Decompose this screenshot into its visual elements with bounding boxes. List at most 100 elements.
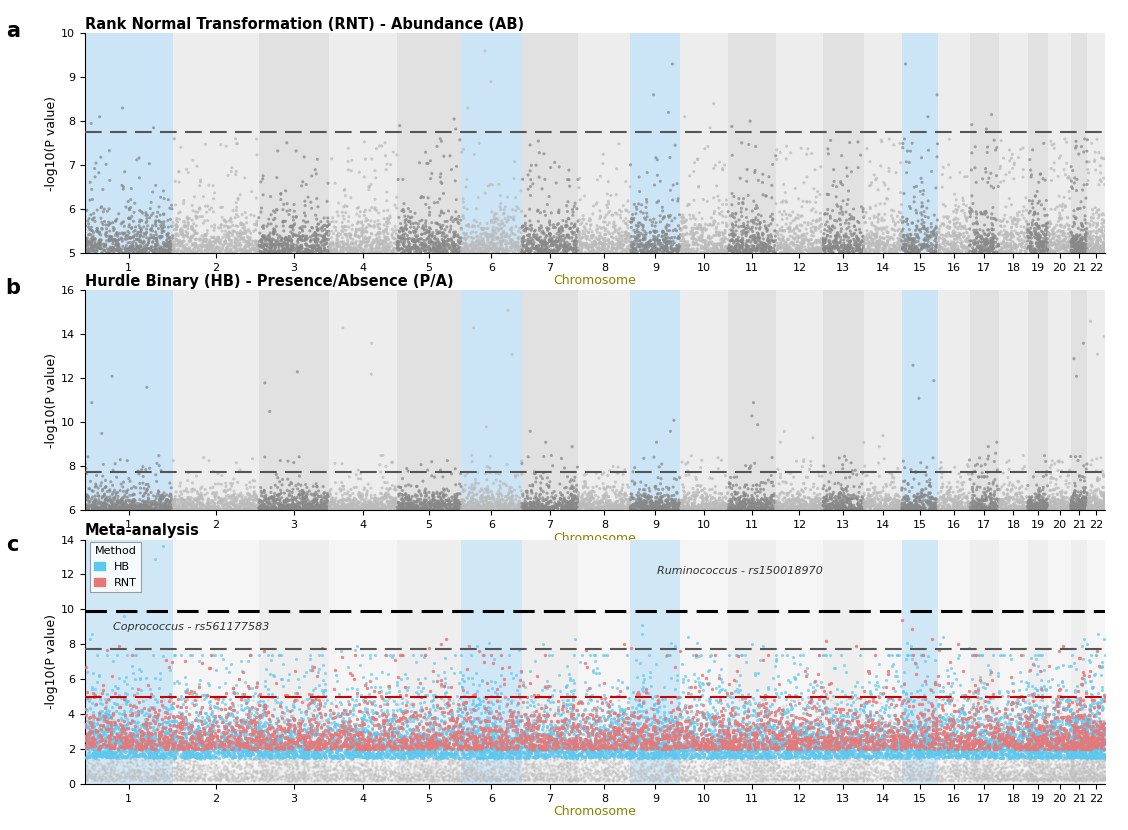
Point: [478, 498, 496, 511]
Point: [638, 710, 656, 724]
Point: [487, 735, 505, 749]
Point: [570, 708, 588, 721]
Point: [281, 750, 299, 764]
Point: [508, 200, 526, 213]
Point: [536, 739, 554, 752]
Point: [531, 481, 549, 495]
Point: [346, 498, 364, 511]
Point: [274, 242, 292, 255]
Point: [245, 740, 263, 753]
Point: [502, 694, 520, 707]
Point: [1038, 733, 1056, 746]
Point: [183, 735, 201, 749]
Point: [696, 217, 714, 231]
Point: [362, 244, 380, 257]
Point: [588, 766, 606, 779]
Point: [488, 737, 506, 750]
Point: [822, 745, 840, 758]
Point: [970, 772, 988, 785]
Point: [1092, 735, 1110, 748]
Bar: [823, 33, 864, 253]
Point: [506, 237, 525, 251]
Point: [924, 706, 942, 719]
Point: [320, 741, 338, 754]
Point: [167, 761, 185, 774]
Point: [812, 681, 830, 694]
Point: [440, 204, 458, 217]
Point: [171, 486, 190, 499]
Point: [1096, 648, 1114, 662]
Point: [810, 222, 828, 235]
Point: [258, 769, 276, 783]
Point: [430, 725, 448, 738]
Point: [1007, 715, 1025, 728]
Point: [1047, 241, 1065, 254]
Point: [262, 768, 280, 781]
Point: [382, 731, 400, 745]
Point: [781, 492, 799, 505]
Point: [778, 745, 796, 759]
Point: [243, 504, 261, 517]
Point: [336, 735, 354, 749]
Point: [713, 734, 731, 747]
Point: [523, 767, 541, 780]
Point: [1095, 752, 1113, 765]
Point: [1074, 755, 1092, 769]
Point: [731, 491, 749, 505]
Point: [353, 731, 371, 745]
Point: [601, 708, 619, 721]
Point: [1069, 239, 1087, 252]
Point: [922, 237, 940, 250]
Point: [992, 225, 1010, 238]
Point: [797, 243, 816, 256]
Point: [210, 737, 228, 750]
Point: [843, 725, 861, 739]
Point: [606, 741, 624, 754]
Point: [307, 740, 325, 753]
Point: [816, 748, 834, 761]
Bar: [937, 290, 970, 510]
Point: [82, 716, 100, 730]
Point: [1094, 718, 1112, 731]
Point: [751, 717, 769, 730]
Point: [870, 208, 888, 221]
Point: [596, 738, 614, 751]
Point: [1087, 496, 1105, 510]
Point: [748, 723, 766, 736]
Point: [169, 735, 187, 749]
Point: [1067, 232, 1085, 246]
Point: [960, 497, 978, 510]
Point: [97, 730, 115, 744]
Point: [733, 238, 751, 251]
Point: [670, 716, 688, 730]
Point: [558, 749, 576, 762]
Point: [125, 725, 143, 738]
Point: [358, 240, 376, 253]
Point: [474, 774, 492, 787]
Point: [969, 754, 987, 768]
Point: [871, 241, 889, 254]
Point: [888, 742, 906, 755]
Point: [779, 749, 797, 763]
Point: [574, 764, 592, 777]
Point: [811, 242, 829, 256]
Point: [635, 494, 653, 507]
Point: [733, 769, 751, 782]
Point: [280, 720, 298, 733]
Point: [356, 721, 374, 735]
Point: [1037, 234, 1055, 247]
Point: [228, 492, 246, 505]
Point: [347, 741, 365, 754]
Point: [148, 242, 166, 255]
Point: [887, 500, 905, 513]
Point: [1069, 235, 1087, 248]
Point: [265, 669, 283, 682]
Point: [999, 724, 1017, 737]
Point: [424, 771, 442, 784]
Point: [1017, 740, 1036, 753]
Point: [883, 212, 901, 225]
Point: [801, 716, 819, 730]
Point: [121, 503, 139, 516]
Point: [881, 766, 899, 779]
Point: [525, 733, 543, 746]
